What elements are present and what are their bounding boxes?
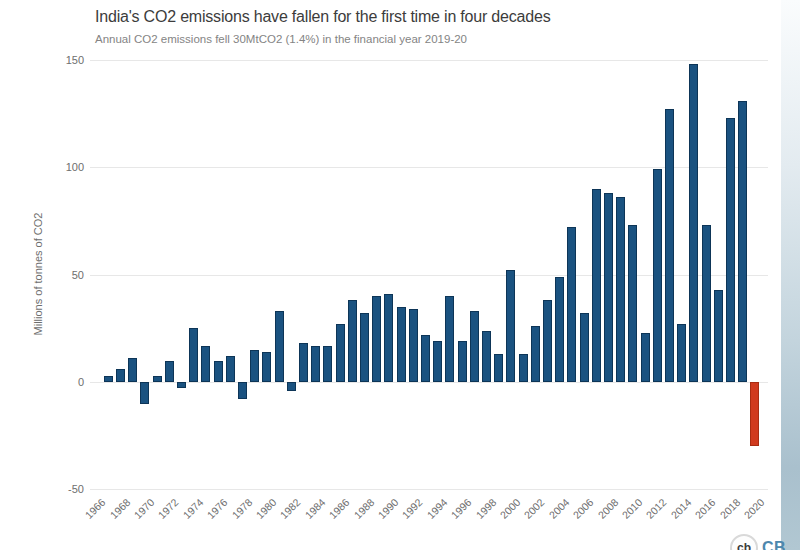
bar-1989[interactable] <box>372 296 381 382</box>
bar-2016[interactable] <box>702 225 711 382</box>
bar-2014[interactable] <box>677 324 686 382</box>
bar-1994[interactable] <box>433 341 442 382</box>
bar-2020[interactable] <box>750 382 759 446</box>
bar-2001[interactable] <box>519 354 528 382</box>
bar-1985[interactable] <box>323 346 332 383</box>
bar-2015[interactable] <box>689 64 698 382</box>
chart-title: India's CO2 emissions have fallen for th… <box>95 8 550 26</box>
bar-1976[interactable] <box>214 361 223 383</box>
bar-1983[interactable] <box>299 343 308 382</box>
bar-1975[interactable] <box>201 346 210 383</box>
bar-1967[interactable] <box>104 376 113 382</box>
bar-1971[interactable] <box>153 376 162 382</box>
bar-2019[interactable] <box>738 101 747 382</box>
bar-2007[interactable] <box>592 189 601 382</box>
bar-1979[interactable] <box>250 350 259 382</box>
bar-2000[interactable] <box>506 270 515 382</box>
bar-1970[interactable] <box>140 382 149 404</box>
bar-1990[interactable] <box>384 294 393 382</box>
gridline-150 <box>90 60 768 61</box>
right-gradient-band <box>781 0 800 550</box>
bar-1969[interactable] <box>128 358 137 382</box>
bar-1982[interactable] <box>287 382 296 391</box>
y-tick-label-150: 150 <box>44 54 84 66</box>
bar-1992[interactable] <box>409 309 418 382</box>
chart-subtitle: Annual CO2 emissions fell 30MtCO2 (1.4%)… <box>95 33 467 45</box>
bar-2018[interactable] <box>726 118 735 382</box>
bar-1988[interactable] <box>360 313 369 382</box>
bar-1991[interactable] <box>397 307 406 382</box>
bar-1987[interactable] <box>348 300 357 382</box>
bar-1999[interactable] <box>494 354 503 382</box>
bar-1974[interactable] <box>189 328 198 382</box>
bar-1998[interactable] <box>482 331 491 383</box>
bar-1993[interactable] <box>421 335 430 382</box>
carbonbrief-logo-circle-icon: cb <box>730 534 758 550</box>
y-tick-label-50: 50 <box>44 269 84 281</box>
bar-1972[interactable] <box>165 361 174 383</box>
bar-2006[interactable] <box>580 313 589 382</box>
gridline--50 <box>90 489 768 490</box>
bar-1973[interactable] <box>177 382 186 388</box>
bar-1997[interactable] <box>470 311 479 382</box>
carbonbrief-logo[interactable]: cb CB <box>730 534 786 550</box>
y-tick-label-0: 0 <box>44 376 84 388</box>
gridline-0 <box>90 382 768 383</box>
bar-2008[interactable] <box>604 193 613 382</box>
bar-1996[interactable] <box>458 341 467 382</box>
bar-2002[interactable] <box>531 326 540 382</box>
bar-2012[interactable] <box>653 169 662 382</box>
bar-2005[interactable] <box>567 227 576 382</box>
y-tick-label-100: 100 <box>44 161 84 173</box>
bar-1986[interactable] <box>336 324 345 382</box>
carbonbrief-logo-brand: CB <box>762 539 786 550</box>
y-axis-title: Millions of tonnes of CO2 <box>32 174 44 374</box>
bar-2003[interactable] <box>543 300 552 382</box>
bar-2010[interactable] <box>628 225 637 382</box>
bar-2009[interactable] <box>616 197 625 382</box>
bar-2017[interactable] <box>714 290 723 382</box>
bar-1968[interactable] <box>116 369 125 382</box>
bar-1978[interactable] <box>238 382 247 399</box>
bar-1981[interactable] <box>275 311 284 382</box>
bar-2011[interactable] <box>641 333 650 382</box>
bar-1977[interactable] <box>226 356 235 382</box>
bar-2004[interactable] <box>555 277 564 382</box>
chart-canvas: India's CO2 emissions have fallen for th… <box>0 0 800 550</box>
bar-1995[interactable] <box>445 296 454 382</box>
bar-1984[interactable] <box>311 346 320 383</box>
y-tick-label--50: -50 <box>44 483 84 495</box>
bar-2013[interactable] <box>665 109 674 382</box>
bar-1980[interactable] <box>262 352 271 382</box>
